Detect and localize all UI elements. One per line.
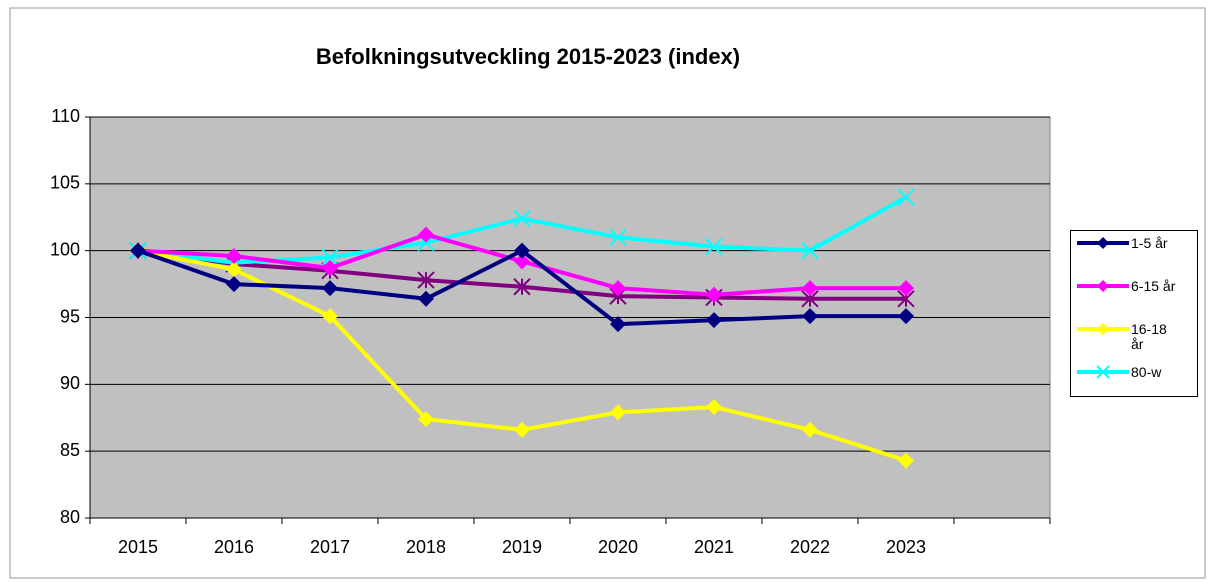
marker	[226, 248, 242, 265]
marker	[322, 260, 338, 277]
x-tick-label: 2020	[598, 537, 638, 557]
marker	[226, 276, 242, 293]
legend-label: 16-18 år	[1131, 321, 1167, 352]
legend-swatch	[1077, 323, 1129, 335]
marker	[706, 286, 722, 303]
marker	[705, 237, 723, 256]
legend-label: 80-w	[1131, 364, 1162, 380]
y-tick-label: 105	[50, 173, 80, 193]
legend-label: 1-5 år	[1131, 235, 1168, 251]
legend-swatch	[1077, 365, 1129, 379]
marker	[802, 280, 818, 297]
marker	[1097, 280, 1109, 292]
marker	[1096, 365, 1110, 379]
marker	[801, 241, 819, 260]
x-tick-label: 2019	[502, 537, 542, 557]
marker	[513, 209, 531, 228]
x-tick-label: 2021	[694, 537, 734, 557]
legend-swatch	[1077, 280, 1129, 292]
marker	[898, 452, 914, 469]
marker	[706, 399, 722, 416]
x-tick-label: 2016	[214, 537, 254, 557]
y-tick-label: 110	[51, 106, 80, 126]
marker	[609, 228, 627, 247]
marker	[610, 316, 626, 333]
marker	[514, 421, 530, 438]
marker	[1097, 323, 1109, 335]
x-tick-label: 2018	[406, 537, 446, 557]
chart-title: Befolkningsutveckling 2015-2023 (index)	[316, 44, 740, 69]
marker	[130, 242, 146, 259]
marker	[418, 226, 434, 243]
marker	[706, 312, 722, 329]
x-tick-label: 2022	[790, 537, 830, 557]
marker	[897, 188, 915, 206]
marker	[802, 421, 818, 438]
marker	[418, 290, 434, 307]
marker	[322, 280, 338, 297]
y-tick-label: 80	[60, 507, 80, 527]
marker	[322, 308, 338, 325]
x-tick-label: 2015	[118, 537, 158, 557]
y-tick-label: 95	[60, 306, 80, 326]
legend-label: 6-15 år	[1131, 278, 1176, 294]
marker	[418, 411, 434, 428]
y-tick-label: 85	[60, 440, 80, 460]
marker	[226, 261, 242, 278]
marker	[610, 404, 626, 421]
marker	[898, 308, 914, 325]
marker	[514, 242, 530, 259]
legend: 1-5 år 6-15 år 16-18 år 80-w	[1070, 230, 1198, 397]
marker	[610, 280, 626, 297]
marker	[321, 248, 339, 267]
marker	[514, 253, 530, 270]
marker	[1097, 237, 1109, 249]
x-tick-label: 2023	[886, 537, 926, 557]
y-tick-label: 90	[60, 373, 80, 393]
y-tick-label: 100	[50, 239, 80, 259]
marker	[898, 280, 914, 297]
legend-swatch	[1077, 237, 1129, 249]
marker	[417, 271, 435, 289]
marker	[513, 278, 531, 296]
marker	[802, 308, 818, 325]
x-tick-label: 2017	[310, 537, 350, 557]
